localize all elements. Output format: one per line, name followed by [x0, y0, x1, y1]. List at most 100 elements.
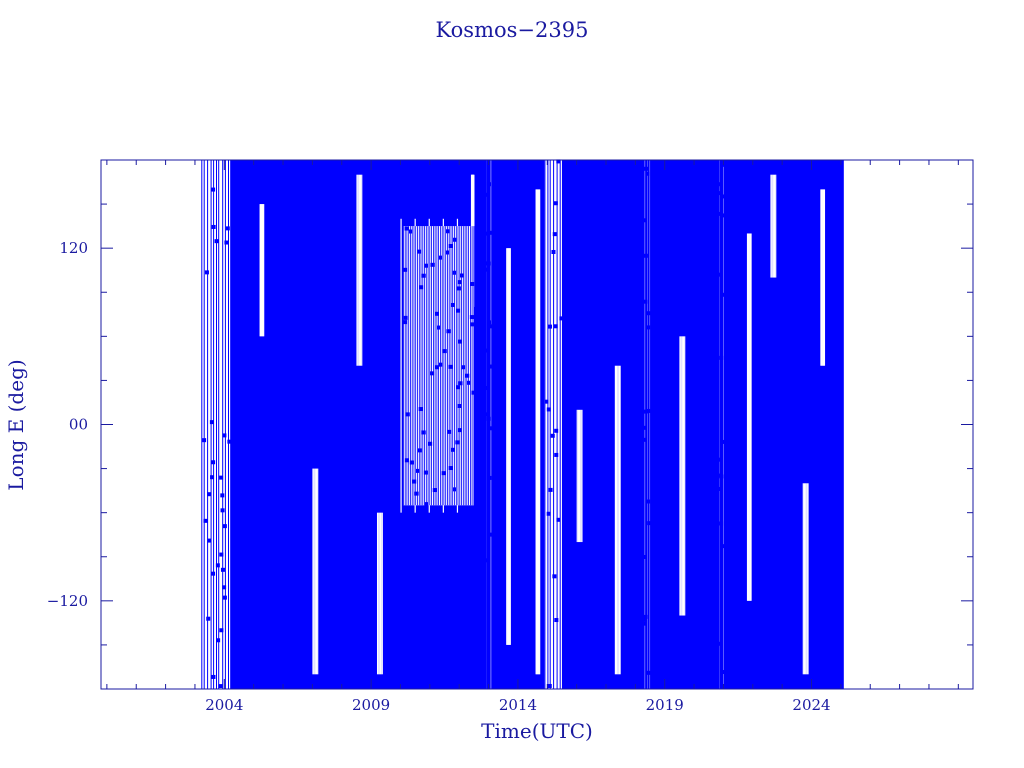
data-gap — [313, 468, 315, 675]
data-point — [717, 272, 722, 277]
data-point — [414, 491, 419, 496]
data-gap — [748, 233, 750, 601]
data-point — [485, 231, 490, 236]
data-point — [643, 299, 648, 304]
data-point — [546, 407, 551, 412]
data-point — [428, 441, 433, 446]
data-point — [448, 466, 453, 471]
data-point — [218, 684, 223, 689]
data-point — [424, 502, 429, 507]
data-point — [207, 492, 212, 497]
data-gap — [772, 174, 774, 278]
data-point — [554, 452, 559, 457]
data-gap — [805, 483, 807, 675]
x-axis-label: Time(UTC) — [481, 719, 593, 743]
data-gap — [378, 512, 380, 675]
data-point — [487, 532, 492, 537]
data-point — [409, 460, 414, 465]
data-gap — [535, 189, 537, 675]
data-point — [644, 166, 649, 171]
data-point — [207, 538, 212, 543]
data-point — [423, 470, 428, 475]
data-point — [452, 270, 457, 275]
data-point — [551, 249, 556, 254]
data-gap — [770, 174, 772, 278]
data-point — [470, 281, 475, 286]
data-gap — [312, 468, 314, 675]
data-point — [642, 425, 647, 430]
data-point — [469, 315, 474, 320]
y-axis-label: Long E (deg) — [4, 359, 28, 490]
data-point — [438, 362, 443, 367]
data-point — [445, 229, 450, 234]
data-point — [720, 439, 725, 444]
data-point — [488, 364, 493, 369]
data-point — [643, 253, 648, 258]
data-point — [720, 292, 725, 297]
data-gap — [538, 189, 540, 675]
data-gap — [580, 409, 582, 543]
data-gap — [681, 336, 683, 616]
data-point — [403, 315, 408, 320]
data-point — [215, 563, 220, 568]
data-gap — [771, 174, 773, 278]
data-point — [432, 488, 437, 493]
data-gap — [260, 204, 262, 337]
data-gap — [578, 409, 581, 543]
data-point — [486, 182, 491, 187]
data-point — [458, 381, 463, 386]
data-gap — [775, 174, 777, 278]
data-point — [222, 585, 227, 590]
x-tick-label: 2024 — [792, 696, 830, 714]
data-point — [412, 479, 417, 484]
data-point — [448, 243, 453, 248]
data-point — [417, 249, 422, 254]
data-point — [222, 524, 227, 529]
data-wrap-lines — [544, 160, 561, 689]
data-point — [547, 683, 552, 688]
data-point — [457, 428, 462, 433]
data-point — [552, 232, 557, 237]
data-gap — [400, 218, 402, 513]
data-gap — [537, 189, 539, 675]
data-point — [441, 471, 446, 476]
data-gap — [680, 336, 682, 616]
data-band — [561, 160, 645, 689]
data-point — [458, 339, 463, 344]
data-gap — [577, 409, 580, 543]
data-point — [452, 237, 457, 242]
data-point — [216, 638, 221, 643]
data-point — [488, 324, 493, 329]
data-point — [484, 261, 489, 266]
data-gap — [506, 248, 508, 645]
data-point — [209, 420, 214, 425]
data-point — [404, 226, 409, 231]
data-gap — [822, 189, 824, 366]
data-point — [554, 428, 559, 433]
data-gap — [381, 512, 383, 675]
data-point — [486, 320, 491, 325]
data-gap — [822, 189, 825, 366]
data-point — [489, 426, 494, 431]
data-point — [718, 457, 723, 462]
data-gap — [749, 233, 751, 601]
data-point — [448, 364, 453, 369]
data-point — [470, 322, 475, 327]
data-point — [718, 641, 723, 646]
data-point — [418, 407, 423, 412]
data-point — [219, 628, 224, 633]
data-point — [719, 521, 724, 526]
data-point — [643, 409, 648, 414]
data-point — [556, 517, 561, 522]
data-point — [421, 430, 426, 435]
data-wrap-lines — [643, 160, 650, 689]
data-gap — [747, 233, 750, 601]
data-point — [719, 162, 724, 167]
data-point — [446, 329, 451, 334]
data-gap — [682, 336, 685, 616]
data-point — [403, 267, 408, 272]
data-gap — [821, 189, 823, 366]
data-point — [646, 499, 651, 504]
data-point — [471, 390, 476, 395]
